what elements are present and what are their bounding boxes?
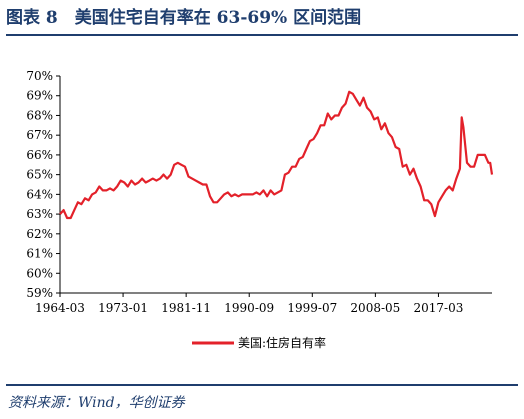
x-tick-label: 1999-07 xyxy=(287,301,337,315)
x-tick-label: 1990-09 xyxy=(224,301,274,315)
y-tick-label: 68% xyxy=(26,108,53,122)
series-line xyxy=(59,90,494,220)
source-note: 资料来源：Wind，华创证券 xyxy=(8,395,185,411)
y-tick-label: 60% xyxy=(26,266,53,280)
x-tick-label: 1973-01 xyxy=(98,301,148,315)
y-tick-label: 67% xyxy=(26,128,53,142)
x-tick-label: 1964-03 xyxy=(35,301,85,315)
x-tick-label: 1981-11 xyxy=(161,301,211,315)
title-divider xyxy=(6,34,518,36)
y-tick-label: 64% xyxy=(26,187,53,201)
y-tick-label: 63% xyxy=(26,207,53,221)
y-tick-label: 61% xyxy=(26,247,53,261)
y-tick-label: 69% xyxy=(26,89,53,103)
x-tick-label: 2008-05 xyxy=(350,301,400,315)
x-axis-ticks: 1964-03 1973-01 1981-11 1990-09 1999-07 2008-… xyxy=(35,293,463,315)
series-lines xyxy=(59,90,494,220)
y-tick-label: 62% xyxy=(26,227,53,241)
x-tick-label: 2017-03 xyxy=(414,301,464,315)
y-tick-label: 70% xyxy=(26,69,53,83)
y-tick-label: 66% xyxy=(26,148,53,162)
y-axis-ticks: 59% 60% 61% 62% 63% 64% 65% 66% 67% 68% 69% 70% xyxy=(26,69,60,300)
figure-title: 图表 8 美国住宅自有率在 63-69% 区间范围 xyxy=(6,8,362,28)
y-tick-label: 59% xyxy=(26,286,53,300)
y-tick-label: 65% xyxy=(26,168,53,182)
legend-label: 美国:住房自有率 xyxy=(238,335,326,350)
chart-legend: 美国:住房自有率 xyxy=(192,335,326,350)
source-divider xyxy=(6,384,518,386)
chart-axes xyxy=(59,76,492,294)
